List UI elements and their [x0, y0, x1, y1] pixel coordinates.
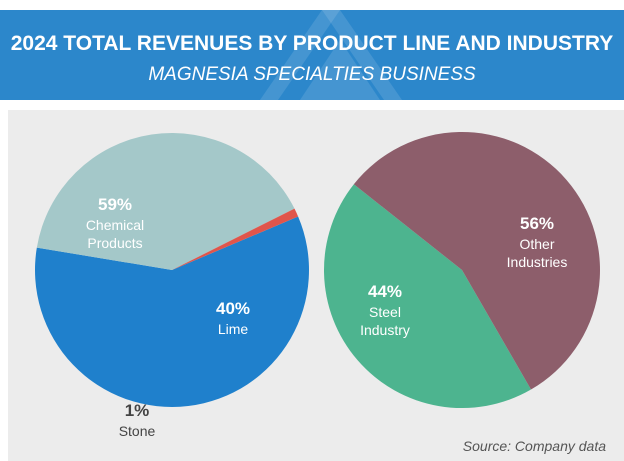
pie-slice — [323, 184, 531, 409]
slice-label: 40% Lime — [203, 300, 263, 338]
slice-value-label: 44% — [367, 282, 403, 301]
slice-value-label: 56% — [519, 214, 555, 233]
logo — [260, 10, 402, 100]
slice-label: 1% Stone — [107, 402, 167, 440]
slice-label: 59% Chemical Products — [75, 196, 155, 252]
slice-value-label: 40% — [215, 299, 251, 318]
slice-category-label: Other Industries — [506, 236, 568, 270]
slice-value-label: 1% — [124, 401, 150, 420]
slice-category-label: Chemical Products — [85, 217, 145, 251]
subtitle: MAGNESIA SPECIALTIES BUSINESS — [148, 64, 476, 85]
title: 2024 TOTAL REVENUES BY PRODUCT LINE AND … — [10, 32, 614, 55]
slice-label: 56% Other Industries — [502, 215, 572, 271]
pie-slice — [353, 132, 600, 390]
pie-slice — [36, 132, 295, 270]
source: Source: Company data — [462, 438, 606, 454]
slice-label: 44% Steel Industry — [355, 283, 415, 339]
slice-value-label: 59% — [97, 195, 133, 214]
slice-category-label: Lime — [217, 321, 249, 337]
slice-category-label: Steel Industry — [360, 304, 410, 338]
header: 2024 TOTAL REVENUES BY PRODUCT LINE AND … — [0, 10, 624, 100]
pie-slice — [172, 208, 299, 270]
slice-category-label: Stone — [118, 423, 156, 439]
pie-slice — [34, 216, 309, 408]
